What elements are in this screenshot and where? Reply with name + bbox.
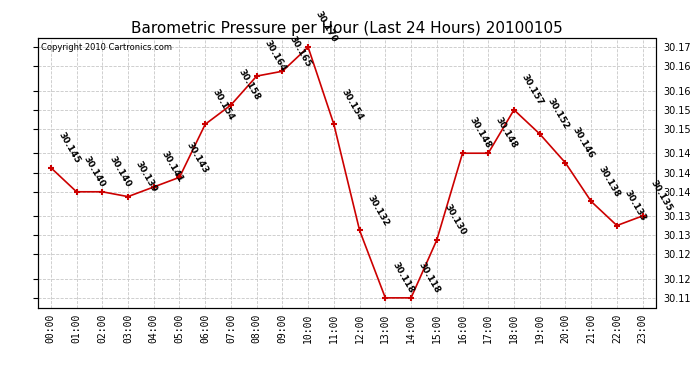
Text: 30.143: 30.143 (185, 140, 210, 174)
Text: 30.165: 30.165 (288, 34, 313, 69)
Text: 30.118: 30.118 (391, 261, 416, 295)
Text: 30.132: 30.132 (365, 193, 390, 228)
Text: 30.140: 30.140 (82, 154, 107, 189)
Text: 30.133: 30.133 (622, 188, 647, 223)
Text: 30.130: 30.130 (442, 203, 467, 237)
Text: 30.140: 30.140 (108, 154, 133, 189)
Text: 30.148: 30.148 (494, 116, 519, 150)
Text: 30.118: 30.118 (417, 261, 442, 295)
Text: 30.158: 30.158 (237, 68, 262, 102)
Text: 30.154: 30.154 (339, 87, 364, 122)
Text: 30.148: 30.148 (468, 116, 493, 150)
Text: Copyright 2010 Cartronics.com: Copyright 2010 Cartronics.com (41, 43, 172, 52)
Text: 30.170: 30.170 (314, 10, 339, 44)
Text: 30.135: 30.135 (648, 179, 673, 213)
Text: 30.141: 30.141 (159, 150, 184, 184)
Text: 30.154: 30.154 (210, 87, 236, 122)
Text: 30.138: 30.138 (597, 164, 622, 199)
Text: 30.139: 30.139 (134, 159, 159, 194)
Title: Barometric Pressure per Hour (Last 24 Hours) 20100105: Barometric Pressure per Hour (Last 24 Ho… (131, 21, 562, 36)
Text: 30.152: 30.152 (545, 97, 571, 131)
Text: 30.146: 30.146 (571, 126, 596, 160)
Text: 30.164: 30.164 (262, 39, 287, 73)
Text: 30.157: 30.157 (520, 72, 544, 107)
Text: 30.145: 30.145 (57, 130, 81, 165)
